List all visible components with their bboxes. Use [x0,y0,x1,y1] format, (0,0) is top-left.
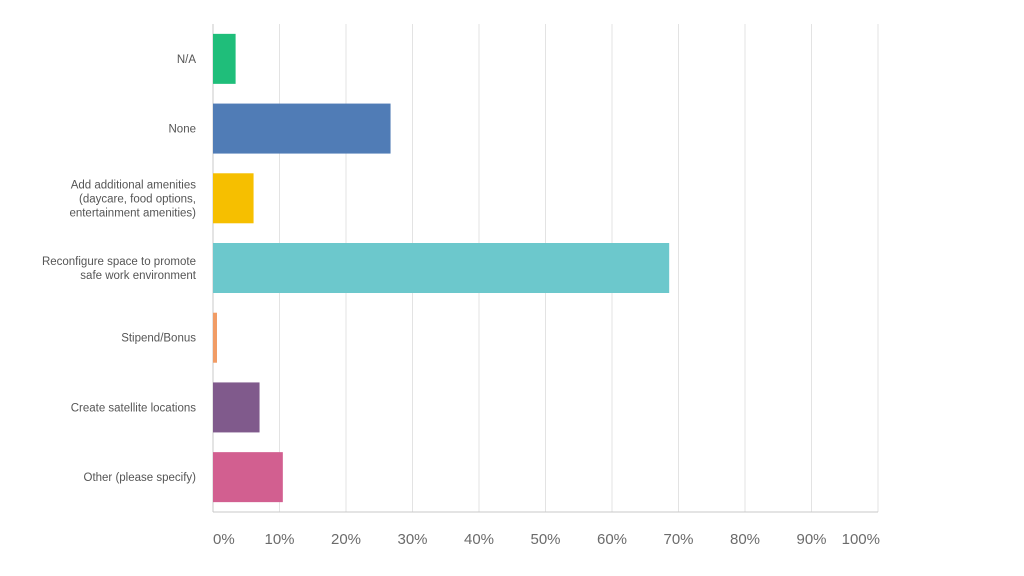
category-label: Reconfigure space to promote safe work en… [42,256,197,282]
category-label-line: Reconfigure space to promote [42,256,196,268]
category-label-line: N/A [177,54,197,66]
x-tick-label: 20% [331,531,361,548]
x-tick-label: 0% [213,531,235,548]
category-label: N/A [177,54,197,66]
category-label: Other (please specify) [84,472,197,484]
category-label-line: entertainment amenities) [69,207,196,219]
bars [213,33,670,503]
x-tick-label: 80% [730,531,760,548]
category-label-line: Create satellite locations [71,402,197,414]
category-label-line: safe work environment [80,270,196,282]
x-axis-tick-labels: 0% 10% 20% 30% 40% 50% 60% 70% 80% 90% 100% [213,531,880,548]
category-label-line: None [169,124,197,136]
bar [213,312,217,363]
x-tick-label: 10% [264,531,294,548]
category-label-line: Stipend/Bonus [121,333,196,345]
x-tick-label: 60% [597,531,627,548]
x-tick-label: 90% [796,531,826,548]
bar [213,452,283,503]
category-labels: N/A None Add additional amenities (daycare,… [42,54,197,484]
bar [213,382,260,433]
bar [213,243,670,293]
x-tick-label: 30% [397,531,427,548]
category-label: None [169,124,197,136]
category-label: Stipend/Bonus [121,333,196,345]
category-label-line: Add additional amenities [71,179,197,191]
category-label: Add additional amenities (daycare, food o… [69,179,196,219]
bar [213,33,236,84]
category-label: Create satellite locations [71,402,197,414]
category-label-line: (daycare, food options, [79,193,196,205]
x-tick-label: 40% [464,531,494,548]
bar [213,103,391,154]
x-tick-label: 50% [530,531,560,548]
bar [213,173,254,224]
x-tick-label: 70% [663,531,693,548]
x-tick-label: 100% [842,531,880,548]
category-label-line: Other (please specify) [84,472,197,484]
